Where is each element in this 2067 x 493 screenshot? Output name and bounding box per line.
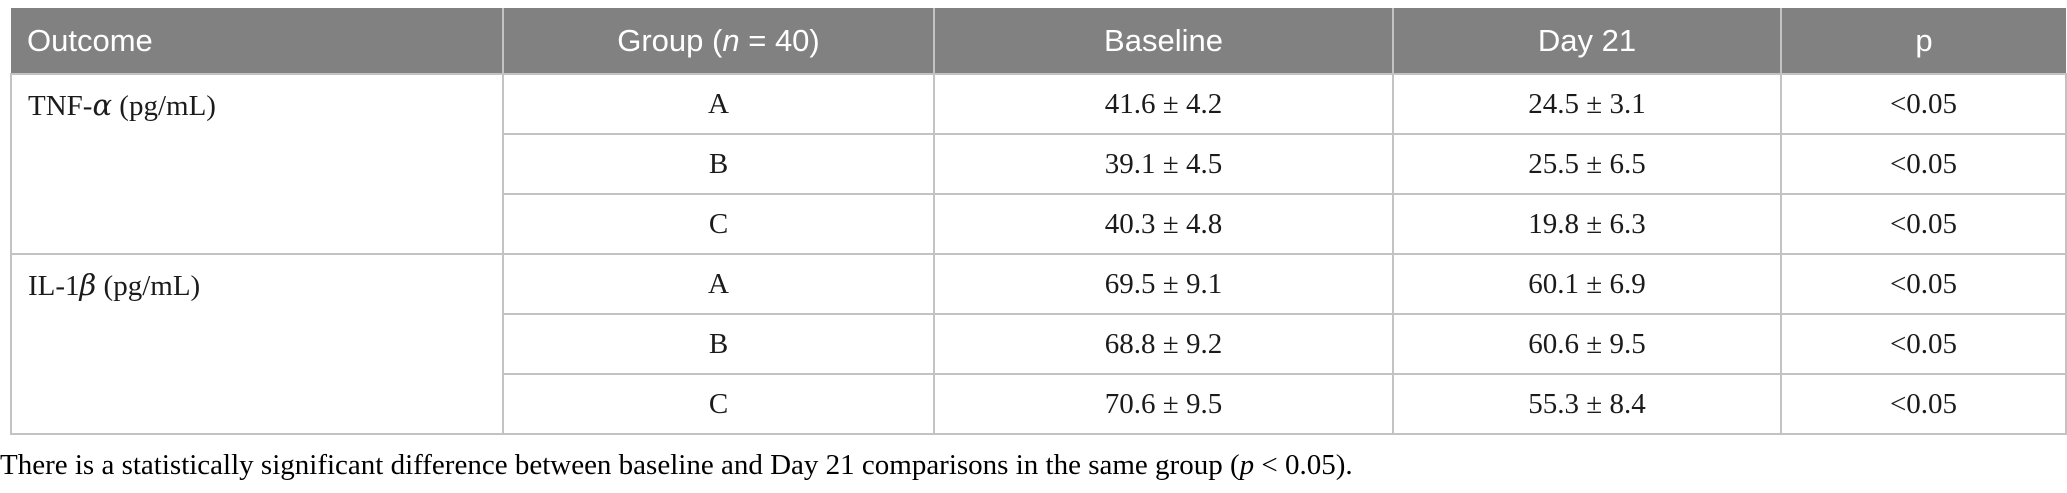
group-cell: C: [502, 193, 935, 255]
baseline-cell: 39.1 ± 4.5: [933, 133, 1394, 195]
outcome-cell-tnf-alpha: TNF-α (pg/mL): [10, 73, 504, 255]
baseline-cell: 41.6 ± 4.2: [933, 73, 1394, 135]
day21-cell: 19.8 ± 6.3: [1392, 193, 1782, 255]
table-row-il1-b: B 68.8 ± 9.2 60.6 ± 9.5 <0.05: [11, 313, 2067, 375]
day21-cell: 60.1 ± 6.9: [1392, 253, 1782, 315]
p-value-cell: <0.05: [1780, 133, 2067, 195]
column-header-outcome: Outcome: [11, 8, 504, 75]
table-footnote: There is a statistically significant dif…: [0, 447, 2067, 483]
group-cell: B: [502, 313, 935, 375]
baseline-cell: 40.3 ± 4.8: [933, 193, 1394, 255]
day21-cell: 60.6 ± 9.5: [1392, 313, 1782, 375]
day21-cell: 25.5 ± 6.5: [1392, 133, 1782, 195]
baseline-cell: 69.5 ± 9.1: [933, 253, 1394, 315]
beta-symbol: β: [79, 268, 97, 302]
column-header-group: Group (n = 40): [502, 8, 935, 75]
group-cell: A: [502, 253, 935, 315]
column-header-baseline: Baseline: [933, 8, 1394, 75]
column-header-p: p: [1780, 8, 2066, 75]
table-row-il1-c: C 70.6 ± 9.5 55.3 ± 8.4 <0.05: [11, 373, 2067, 435]
day21-cell: 55.3 ± 8.4: [1392, 373, 1782, 435]
outcome-label-prefix: IL-1: [28, 270, 80, 302]
p-value-cell: <0.05: [1780, 193, 2067, 255]
header-row: Outcome Group (n = 40) Baseline Day 21 p: [11, 8, 2066, 75]
table-row-tnf-c: C 40.3 ± 4.8 19.8 ± 6.3 <0.05: [11, 193, 2067, 255]
table-row-tnf-b: B 39.1 ± 4.5 25.5 ± 6.5 <0.05: [11, 133, 2067, 195]
table-row-tnf-a: TNF-α (pg/mL) A 41.6 ± 4.2 24.5 ± 3.1 <0…: [10, 73, 2067, 255]
outcome-cell-il1-beta: IL-1β (pg/mL): [10, 253, 504, 435]
p-value-cell: <0.05: [1780, 253, 2067, 315]
table-row-il1-a: IL-1β (pg/mL) A 69.5 ± 9.1 60.1 ± 6.9 <0…: [10, 253, 2067, 435]
baseline-cell: 68.8 ± 9.2: [933, 313, 1394, 375]
group-cell: B: [502, 133, 935, 195]
group-header-prefix: Group (: [617, 22, 723, 58]
footnote-text-prefix: There is a statistically significant dif…: [0, 449, 1240, 481]
group-header-suffix: = 40): [739, 22, 820, 58]
group-header-n: n: [722, 22, 740, 58]
p-value-cell: <0.05: [1780, 73, 2067, 135]
baseline-cell: 70.6 ± 9.5: [933, 373, 1394, 435]
day21-cell: 24.5 ± 3.1: [1392, 73, 1782, 135]
group-cell: C: [502, 373, 935, 435]
outcome-label-suffix: (pg/mL): [96, 270, 201, 302]
p-value-cell: <0.05: [1780, 373, 2067, 435]
footnote-text-suffix: < 0.05).: [1254, 449, 1353, 481]
column-header-day21: Day 21: [1392, 8, 1782, 75]
table-figure: Outcome Group (n = 40) Baseline Day 21 p…: [0, 8, 2067, 483]
outcome-label-suffix: (pg/mL): [112, 90, 216, 122]
p-value-cell: <0.05: [1780, 313, 2067, 375]
footnote-p-symbol: p: [1239, 449, 1255, 481]
outcome-label-prefix: TNF-: [28, 90, 93, 122]
group-cell: A: [502, 73, 935, 135]
outcomes-table: Outcome Group (n = 40) Baseline Day 21 p…: [10, 8, 2067, 435]
alpha-symbol: α: [92, 88, 113, 122]
